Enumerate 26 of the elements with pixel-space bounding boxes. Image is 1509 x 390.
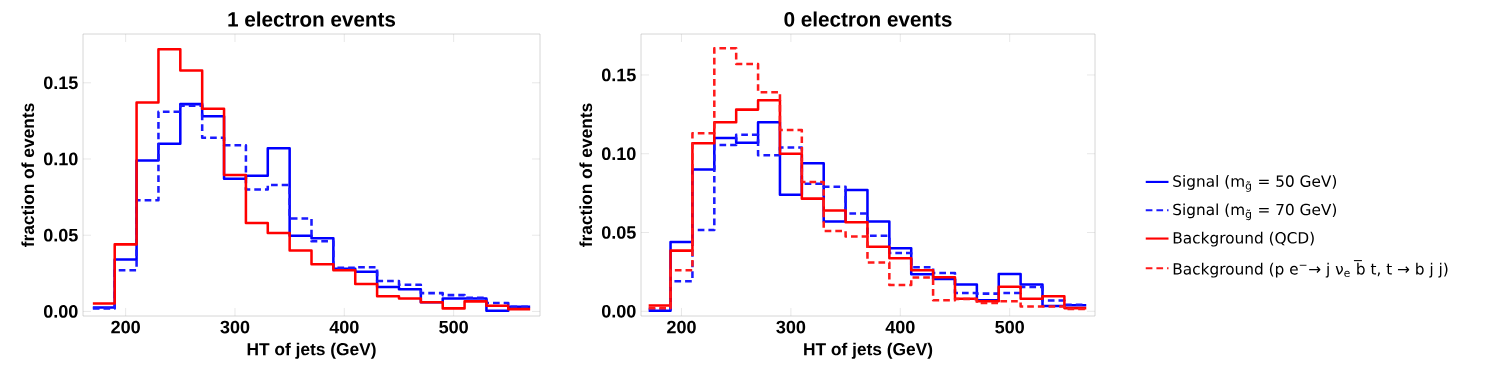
x-axis-title: HT of jets (GeV) bbox=[804, 342, 933, 359]
x-tick-label: 300 bbox=[776, 320, 806, 334]
y-tick-label: 0.15 bbox=[601, 68, 636, 82]
legend-label: Signal (m$_{g̃}$ = 70 GeV) bbox=[1173, 203, 1337, 221]
x-tick-label: 200 bbox=[667, 320, 696, 334]
y-tick-label: 0.10 bbox=[43, 152, 78, 166]
legend-label: Background (p e$^{−}$→ j ν$_{e}$ b̅ t, t → b j j) bbox=[1173, 260, 1448, 278]
x-tick-label: 500 bbox=[439, 320, 468, 334]
y-axis-title: fraction of events bbox=[579, 103, 593, 247]
y-tick-label: 0.00 bbox=[43, 305, 78, 318]
x-axis-title: HT of jets (GeV) bbox=[247, 342, 376, 359]
x-tick-label: 300 bbox=[220, 320, 250, 334]
y-tick-label: 0.00 bbox=[601, 304, 636, 318]
chart-title: 1 electron events bbox=[228, 11, 396, 27]
x-tick-label: 200 bbox=[111, 320, 140, 334]
x-tick-label: 500 bbox=[995, 320, 1024, 334]
y-tick-label: 0.10 bbox=[601, 147, 636, 161]
chart-title: 0 electron events bbox=[784, 11, 952, 27]
x-tick-label: 400 bbox=[329, 320, 359, 334]
legend-label: Background (QCD) bbox=[1173, 231, 1314, 247]
y-tick-label: 0.15 bbox=[43, 76, 78, 90]
x-tick-label: 400 bbox=[885, 320, 915, 334]
legend-label: Signal (m$_{g̃}$ = 50 GeV) bbox=[1173, 175, 1337, 192]
y-tick-label: 0.05 bbox=[43, 228, 78, 242]
y-tick-label: 0.05 bbox=[601, 226, 636, 239]
y-axis-title: fraction of events bbox=[21, 103, 35, 247]
